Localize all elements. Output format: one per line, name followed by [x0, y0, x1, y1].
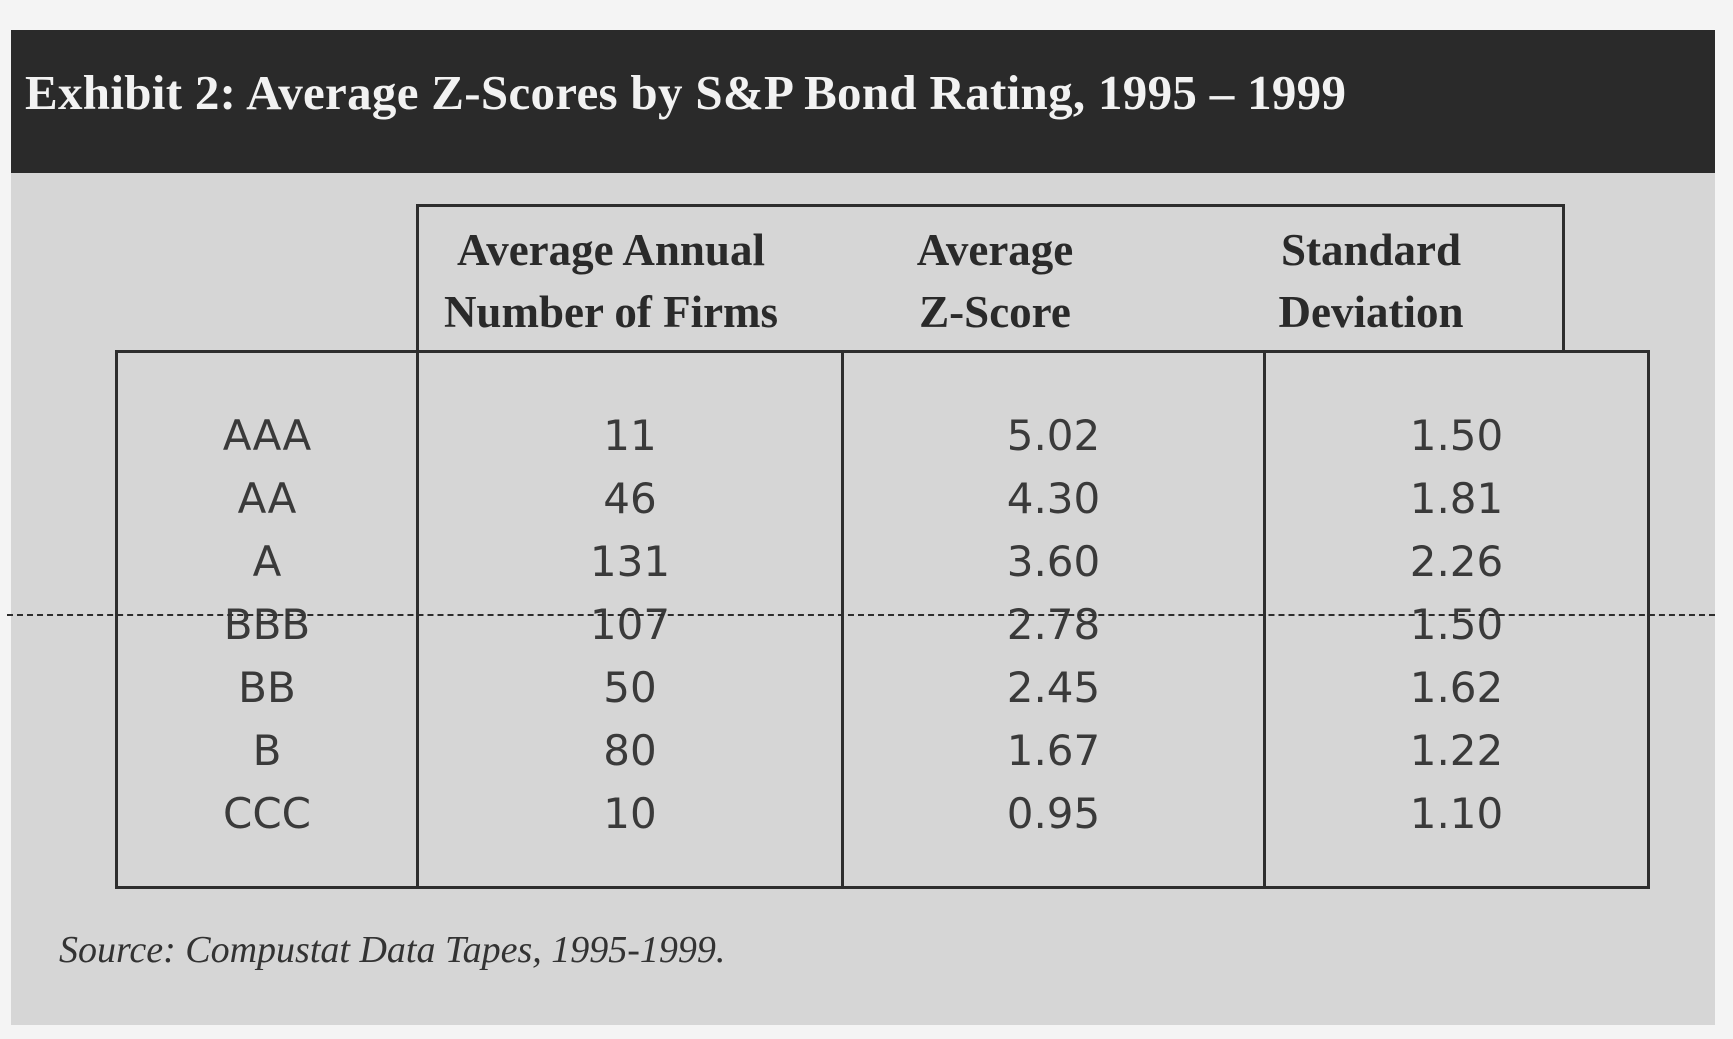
rating-cell: AAA [222, 411, 312, 460]
zscore-column: 5.02 4.30 3.60 2.78 2.45 1.67 0.95 [844, 404, 1263, 845]
exhibit-panel: Exhibit 2: Average Z-Scores by S&P Bond … [11, 30, 1715, 1025]
column-divider [1263, 353, 1266, 886]
header-firms-line1: Average Annual [457, 225, 765, 275]
header-zscore-line2: Z-Score [919, 287, 1071, 337]
header-zscore: Average Z-Score [803, 207, 1187, 355]
data-table-body: AAA AA A BBB BB B CCC 11 46 131 107 50 8… [115, 350, 1650, 889]
rating-cell: CCC [223, 789, 311, 838]
stdev-cell: 2.26 [1409, 537, 1504, 586]
zscore-cell: 2.78 [1006, 600, 1101, 649]
stdev-cell: 1.10 [1409, 789, 1504, 838]
exhibit-title: Exhibit 2: Average Z-Scores by S&P Bond … [25, 65, 1347, 120]
firms-cell: 46 [603, 474, 657, 523]
column-divider [841, 353, 844, 886]
firms-cell: 10 [603, 789, 657, 838]
header-firms-line2: Number of Firms [443, 287, 779, 337]
firms-cell: 11 [603, 411, 657, 460]
stdev-cell: 1.50 [1409, 411, 1504, 460]
header-stdev-line2: Deviation [1278, 287, 1464, 337]
rating-cell: A [252, 537, 282, 586]
zscore-cell: 5.02 [1006, 411, 1101, 460]
zscore-cell: 2.45 [1006, 663, 1101, 712]
stdev-column: 1.50 1.81 2.26 1.50 1.62 1.22 1.10 [1266, 404, 1647, 845]
header-firms: Average Annual Number of Firms [419, 207, 803, 355]
rating-column: AAA AA A BBB BB B CCC [118, 404, 416, 845]
header-stdev-line1: Standard [1280, 225, 1462, 275]
title-bar: Exhibit 2: Average Z-Scores by S&P Bond … [11, 30, 1715, 173]
firms-cell: 50 [603, 663, 657, 712]
firms-cell: 80 [603, 726, 657, 775]
column-header-box: Average Annual Number of Firms Average Z… [416, 204, 1565, 352]
header-stdev: Standard Deviation [1179, 207, 1563, 355]
rating-cell: BBB [223, 600, 311, 649]
zscore-cell: 1.67 [1006, 726, 1101, 775]
investment-grade-divider [7, 614, 1715, 616]
stdev-cell: 1.22 [1409, 726, 1504, 775]
zscore-cell: 0.95 [1006, 789, 1101, 838]
zscore-cell: 3.60 [1006, 537, 1101, 586]
header-zscore-line1: Average [916, 225, 1074, 275]
rating-cell: BB [238, 663, 296, 712]
rating-cell: B [252, 726, 282, 775]
stdev-cell: 1.50 [1409, 600, 1504, 649]
rating-cell: AA [237, 474, 297, 523]
firms-cell: 107 [589, 600, 671, 649]
zscore-cell: 4.30 [1006, 474, 1101, 523]
column-divider [416, 353, 419, 886]
stdev-cell: 1.81 [1409, 474, 1504, 523]
firms-cell: 131 [589, 537, 671, 586]
source-note: Source: Compustat Data Tapes, 1995-1999. [59, 929, 726, 971]
firms-column: 11 46 131 107 50 80 10 [419, 404, 841, 845]
stdev-cell: 1.62 [1409, 663, 1504, 712]
